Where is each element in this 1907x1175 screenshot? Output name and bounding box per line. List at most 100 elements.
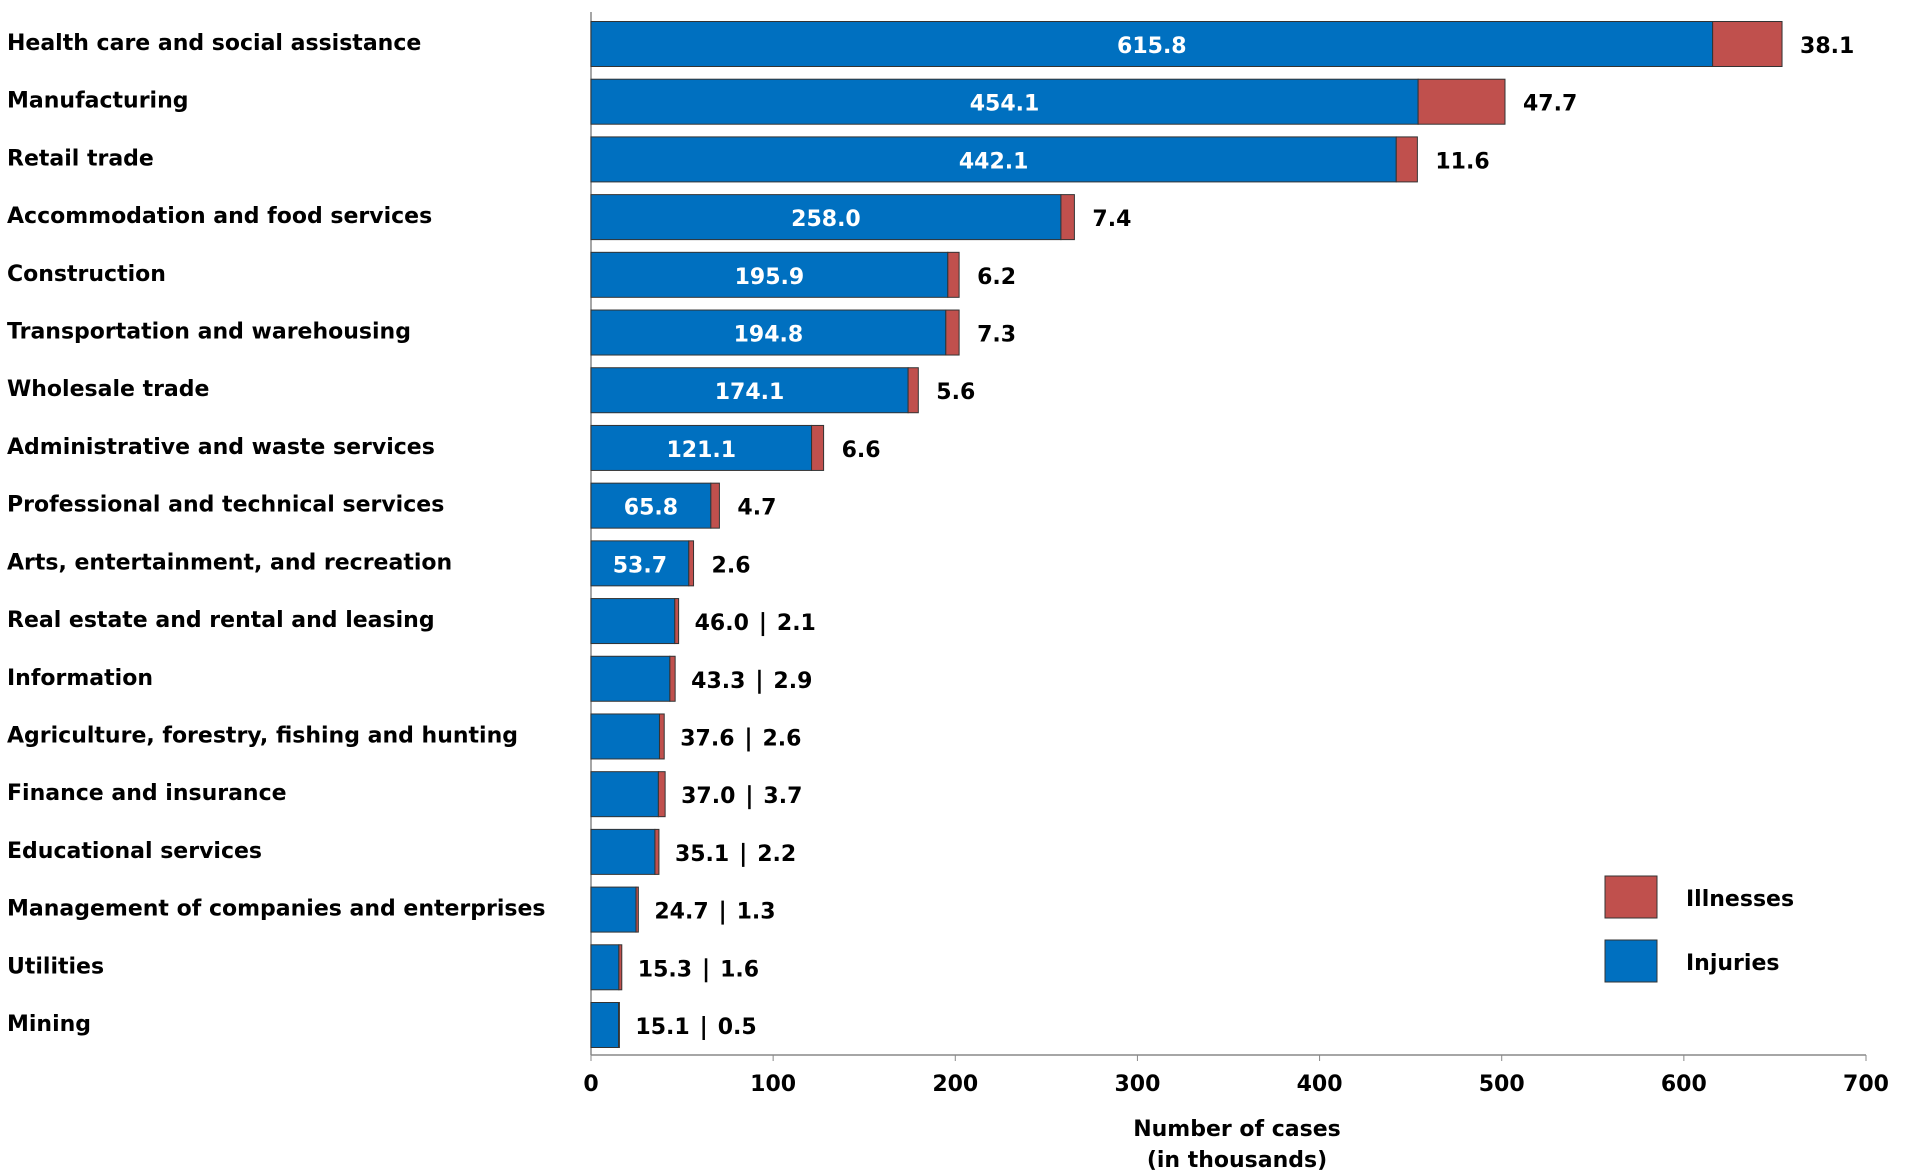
bar-segment [688, 540, 695, 587]
category-label: Finance and insurance [7, 781, 287, 806]
bar-segment [1712, 21, 1783, 67]
category-label: Construction [7, 262, 166, 287]
value-label: 1.3 [737, 900, 776, 925]
value-label: 5.6 [936, 380, 975, 405]
category-label: Management of companies and enterprises [7, 897, 546, 922]
value-label: 442.1 [959, 149, 1029, 174]
category-label: Manufacturing [7, 89, 189, 114]
legend-swatch [1604, 875, 1658, 919]
value-label: 6.6 [842, 438, 881, 463]
value-label: 38.1 [1800, 34, 1854, 59]
bar-segment [1395, 136, 1418, 183]
bar-segment [590, 713, 660, 760]
bar-segment [618, 1002, 620, 1048]
legend-label: Illnesses [1686, 887, 1794, 912]
category-label: Utilities [7, 954, 104, 979]
category-label: Real estate and rental and leasing [7, 608, 435, 633]
value-label: 615.8 [1117, 34, 1187, 59]
bar-segment [947, 251, 960, 298]
category-label: Retail trade [7, 146, 154, 171]
value-label: 121.1 [666, 438, 736, 463]
bar-segment [590, 367, 909, 414]
value-label: 35.1 [675, 842, 729, 867]
bar-segment [590, 251, 949, 298]
value-label: 3.7 [763, 784, 802, 809]
bar-segment [654, 828, 660, 875]
bar-segment [657, 771, 666, 818]
bar-segment [658, 713, 665, 760]
x-tick-label: 400 [1297, 1072, 1343, 1097]
legend-swatch [1604, 939, 1658, 983]
value-label: 11.6 [1435, 149, 1489, 174]
x-tick-label: 300 [1114, 1072, 1160, 1097]
bar-segment [1060, 194, 1075, 241]
value-label: 0.5 [718, 1015, 757, 1040]
value-label: 24.7 [654, 900, 708, 925]
category-label: Wholesale trade [7, 377, 209, 402]
bar-segment [590, 886, 637, 933]
category-label: Arts, entertainment, and recreation [7, 550, 452, 575]
bar-segment [590, 309, 947, 356]
bar-segment [635, 886, 639, 933]
category-label: Information [7, 666, 153, 691]
bar-segment [590, 424, 813, 471]
value-label: 46.0 [695, 611, 749, 636]
bar-segment [618, 944, 623, 991]
value-label: 47.7 [1523, 92, 1577, 117]
x-tick-label: 100 [750, 1072, 796, 1097]
x-tick-label: 200 [932, 1072, 978, 1097]
bar-segment [710, 482, 720, 529]
category-label: Health care and social assistance [7, 31, 421, 56]
value-label: 7.4 [1092, 207, 1131, 232]
value-label: 15.1 [635, 1015, 689, 1040]
legend-label: Injuries [1686, 951, 1779, 976]
value-label: 53.7 [613, 553, 667, 578]
value-label: 1.6 [720, 957, 759, 982]
category-label: Transportation and warehousing [7, 320, 411, 345]
bar-segment [945, 309, 960, 356]
x-axis-title: (in thousands) [1147, 1148, 1327, 1173]
bar-segment [590, 194, 1062, 241]
value-label: 2.6 [712, 553, 751, 578]
bar-segment [590, 828, 656, 875]
value-label: 2.2 [757, 842, 796, 867]
category-label: Educational services [7, 839, 262, 864]
value-label: 194.8 [734, 323, 804, 348]
bar-segment [1417, 78, 1506, 125]
bar-segment [907, 367, 919, 414]
value-label: 4.7 [737, 496, 776, 521]
value-label: 37.6 [680, 726, 734, 751]
bar-segment [590, 771, 659, 818]
bar-segment [590, 78, 1419, 125]
x-tick-label: 0 [583, 1072, 598, 1097]
value-label: 174.1 [715, 380, 785, 405]
x-tick-label: 700 [1843, 1072, 1889, 1097]
value-label: 7.3 [977, 323, 1016, 348]
category-label: Mining [7, 1012, 91, 1037]
bar-segment [590, 482, 712, 529]
bar-segment [811, 424, 825, 471]
value-label: 454.1 [970, 92, 1040, 117]
value-label: 37.0 [681, 784, 735, 809]
value-label: 2.9 [773, 669, 812, 694]
bar-segment [590, 1002, 620, 1048]
value-label: 258.0 [791, 207, 861, 232]
bar-segment [669, 655, 676, 702]
value-label: 2.6 [763, 726, 802, 751]
value-label: 65.8 [624, 496, 678, 521]
value-label: 6.2 [977, 265, 1016, 290]
value-label: 2.1 [777, 611, 816, 636]
category-label: Agriculture, forestry, fishing and hunti… [7, 723, 518, 748]
value-label: 43.3 [691, 669, 745, 694]
bar-segment [590, 598, 676, 645]
bar-segment [590, 136, 1397, 183]
value-label: 195.9 [735, 265, 805, 290]
category-label: Accommodation and food services [7, 204, 432, 229]
x-tick-label: 600 [1661, 1072, 1707, 1097]
value-label: 15.3 [638, 957, 692, 982]
bar-segment [590, 540, 690, 587]
bar-segment [674, 598, 680, 645]
category-label: Professional and technical services [7, 493, 444, 518]
x-axis-title: Number of cases [1133, 1117, 1341, 1142]
